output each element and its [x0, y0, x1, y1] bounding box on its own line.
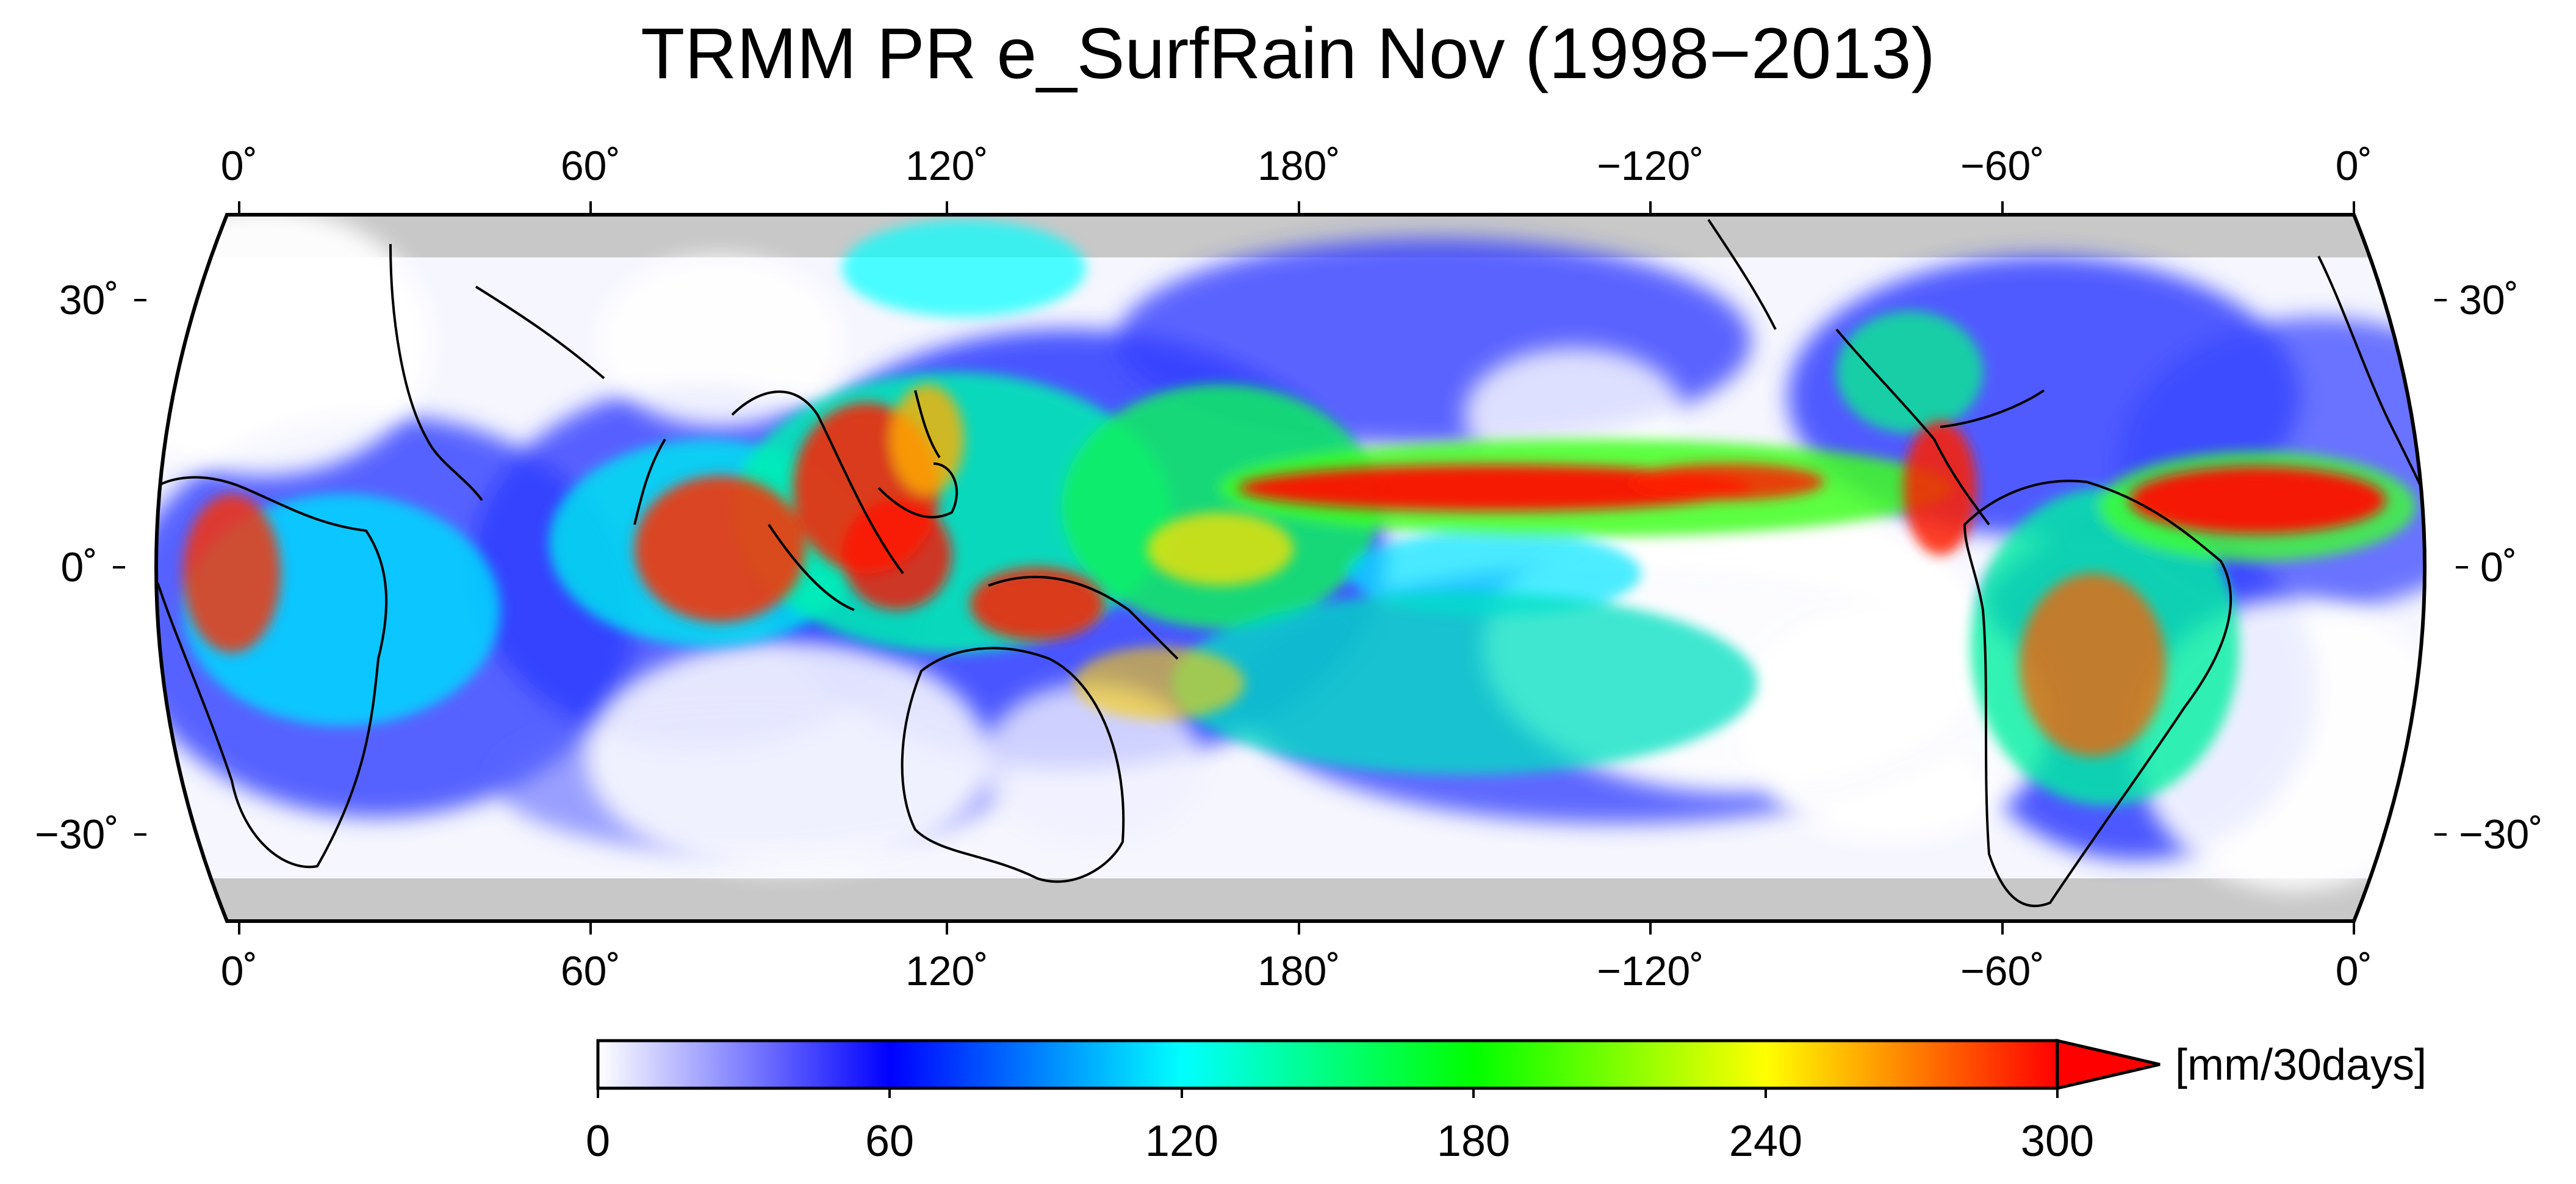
- coastlines: [156, 218, 2425, 908]
- lon-label-bottom: 0˚: [221, 948, 257, 994]
- lon-label-bottom: −60˚: [1960, 948, 2045, 994]
- colorbar-tick-label: 60: [865, 1117, 914, 1166]
- lon-label-bottom: 60˚: [561, 948, 621, 994]
- colorbar-tick-label: 120: [1145, 1117, 1218, 1166]
- lat-tick-marks: [113, 299, 2468, 836]
- colorbar: 0 60 120 180 240 300 [mm/30days]: [586, 1038, 2427, 1166]
- lon-labels-top: 0˚ 60˚ 120˚ 180˚ −120˚ −60˚ 0˚: [221, 143, 2372, 189]
- colorbar-extend-max-arrow: [2056, 1038, 2160, 1091]
- colorbar-tick-label: 0: [586, 1117, 610, 1166]
- lon-label-top: 0˚: [221, 143, 257, 189]
- rainfall-field: [156, 215, 2425, 921]
- map-title: TRMM PR e_SurfRain Nov (1998−2013): [641, 13, 1935, 94]
- lon-label-top: 0˚: [2336, 143, 2372, 189]
- lat-label-left: 0˚: [61, 544, 98, 590]
- lat-label-right: −30˚: [2459, 811, 2543, 858]
- colorbar-gradient: [596, 1039, 2059, 1090]
- lon-label-top: 120˚: [905, 143, 988, 189]
- lon-label-top: −120˚: [1597, 143, 1704, 189]
- lon-label-top: −60˚: [1960, 143, 2045, 189]
- lon-label-top: 60˚: [561, 143, 621, 189]
- lat-labels-right: 30˚ 0˚ −30˚: [2459, 277, 2543, 858]
- lon-label-bottom: 180˚: [1257, 948, 1340, 994]
- lat-label-right: 30˚: [2459, 277, 2519, 323]
- no-data-band-south: [156, 878, 2425, 921]
- colorbar-tick-label: 240: [1729, 1117, 1802, 1166]
- lon-label-top: 180˚: [1257, 143, 1340, 189]
- lon-labels-bottom: 0˚ 60˚ 120˚ 180˚ −120˚ −60˚ 0˚: [221, 948, 2372, 994]
- lon-label-bottom: −120˚: [1597, 948, 1704, 994]
- colorbar-unit-label: [mm/30days]: [2175, 1041, 2427, 1089]
- lon-label-bottom: 120˚: [905, 948, 988, 994]
- lat-label-left: −30˚: [35, 811, 119, 858]
- lon-tick-marks: [238, 201, 2355, 935]
- lat-label-right: 0˚: [2480, 544, 2517, 590]
- lon-label-bottom: 0˚: [2336, 948, 2372, 994]
- colorbar-tick-label: 300: [2021, 1117, 2094, 1166]
- colorbar-tick-label: 180: [1437, 1117, 1510, 1166]
- lat-label-left: 30˚: [59, 277, 119, 323]
- lat-labels-left: 30˚ 0˚ −30˚: [35, 277, 119, 858]
